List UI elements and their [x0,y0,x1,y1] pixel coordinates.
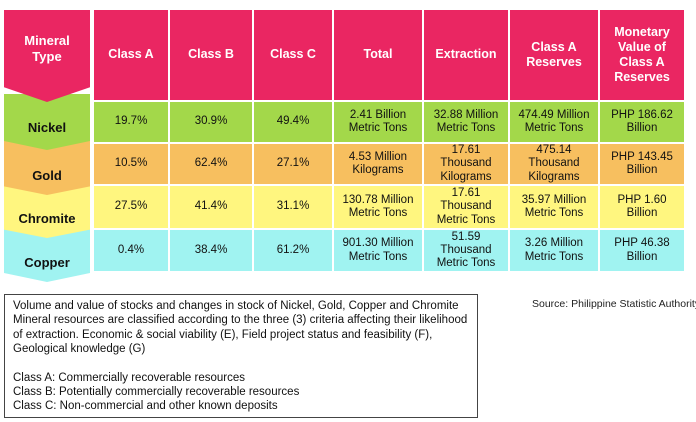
notes-description: Volume and value of stocks and changes i… [13,300,468,356]
table-cell: 61.2% [252,228,334,273]
table-cell: 4.53 Million Kilograms [332,142,424,186]
table-cell: 41.4% [168,184,254,230]
table-row: 0.4% 38.4% 61.2% 901.30 Million Metric T… [92,228,686,273]
col-header-class-c: Class C [252,8,334,102]
table-cell: 474.49 Million Metric Tons [508,100,600,144]
table-cell: 10.5% [92,142,170,186]
table-cell: 49.4% [252,100,334,144]
table-cell: PHP 186.62 Billion [598,100,686,144]
table-cell: 17.61 Thousand Kilograms [422,142,510,186]
col-header-class-b: Class B [168,8,254,102]
mineral-name: Nickel [27,119,67,135]
mineral-name: Chromite [18,210,76,226]
table-cell: 27.1% [252,142,334,186]
table-header-row: Class A Class B Class C Total Extraction… [92,8,686,102]
notes-class-c: Class C: Non-commercial and other known … [13,400,278,413]
table-cell: PHP 1.60 Billion [598,184,686,230]
mineral-stocks-table: Class A Class B Class C Total Extraction… [92,8,686,273]
table-cell: 475.14 Thousand Kilograms [508,142,600,186]
mineral-label-copper: Copper [4,226,90,282]
mineral-type-header: Mineral Type [4,10,90,102]
table-row: 19.7% 30.9% 49.4% 2.41 Billion Metric To… [92,100,686,144]
table-cell: 62.4% [168,142,254,186]
table-cell: 38.4% [168,228,254,273]
col-header-monetary-value: Monetary Value of Class A Reserves [598,8,686,102]
table-cell: 0.4% [92,228,170,273]
mineral-type-label: Mineral Type [24,32,70,64]
mineral-label-gold: Gold [4,141,90,195]
notes-class-b: Class B: Potentially commercially recove… [13,386,300,399]
table-cell: 130.78 Million Metric Tons [332,184,424,230]
table-row: 10.5% 62.4% 27.1% 4.53 Million Kilograms… [92,142,686,186]
mineral-label-nickel: Nickel [4,94,90,150]
table-row: 27.5% 41.4% 31.1% 130.78 Million Metric … [92,184,686,230]
col-header-total: Total [332,8,424,102]
table-cell: 3.26 Million Metric Tons [508,228,600,273]
notes-box: Volume and value of stocks and changes i… [4,294,478,418]
table-cell: 51.59 Thousand Metric Tons [422,228,510,273]
notes-class-a: Class A: Commercially recoverable resour… [13,371,245,384]
table-cell: 31.1% [252,184,334,230]
table-cell: 19.7% [92,100,170,144]
table-cell: 32.88 Million Metric Tons [422,100,510,144]
col-header-extraction: Extraction [422,8,510,102]
table-cell: PHP 46.38 Billion [598,228,686,273]
table-cell: 27.5% [92,184,170,230]
col-header-class-a: Class A [92,8,170,102]
mineral-name: Gold [32,167,62,183]
table-cell: 17.61 Thousand Metric Tons [422,184,510,230]
table-cell: 901.30 Million Metric Tons [332,228,424,273]
table-cell: 2.41 Billion Metric Tons [332,100,424,144]
table-cell: 30.9% [168,100,254,144]
mineral-name: Copper [24,254,70,270]
source-text: Source: Philippine Statistic Authority [532,298,696,310]
col-header-class-a-reserves: Class A Reserves [508,8,600,102]
table-cell: 35.97 Million Metric Tons [508,184,600,230]
table-cell: PHP 143.45 Billion [598,142,686,186]
